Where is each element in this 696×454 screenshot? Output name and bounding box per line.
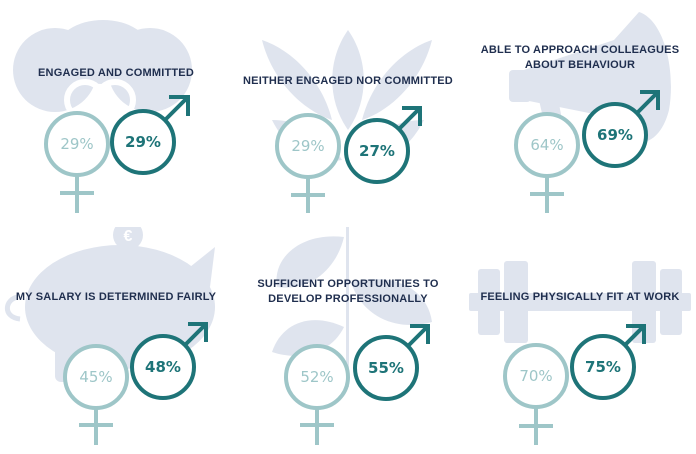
male-symbol-icon [130,322,208,400]
male-symbol-icon [570,324,646,400]
female-percentage: 52% [300,368,334,386]
panel-title: NEITHER ENGAGED NOR COMMITTED [243,75,453,87]
panel-title: FEELING PHYSICALLY FIT AT WORK [480,291,680,303]
panel-title: ENGAGED AND COMMITTED [38,67,194,79]
panel-engaged: ENGAGED AND COMMITTED 29% 29% [0,0,232,227]
panel-approach: ABLE TO APPROACH COLLEAGUES ABOUT BEHAVI… [464,0,696,227]
male-symbol-icon [582,90,660,168]
panel-neither: NEITHER ENGAGED NOR COMMITTED 29% 27% [232,0,464,227]
female-percentage: 29% [60,135,94,153]
male-symbol-icon [344,106,422,184]
panel-title: MY SALARY IS DETERMINED FAIRLY [15,291,217,303]
female-symbol-icon [275,113,341,213]
panel-title: ABLE TO APPROACH COLLEAGUES ABOUT BEHAVI… [480,44,680,71]
male-percentage: 75% [585,358,621,376]
male-symbol-icon [110,95,190,175]
female-symbol-icon [503,343,569,445]
female-symbol-icon [63,344,129,445]
female-percentage: 29% [291,137,325,155]
panel-salary: € MY SALARY IS DETERMINED FAIRLY 45% 48% [0,227,232,454]
female-percentage: 70% [519,367,553,385]
male-percentage: 27% [359,142,395,160]
panel-develop: SUFFICIENT OPPORTUNITIES TO DEVELOP PROF… [232,227,464,454]
female-percentage: 45% [79,368,113,386]
female-symbol-icon [284,344,350,445]
dumbbell-icon [469,261,691,343]
euro-glyph: € [124,228,133,245]
male-percentage: 69% [597,126,633,144]
rings-icon [13,20,192,121]
female-symbol-icon [514,112,580,213]
male-percentage: 48% [145,358,181,376]
male-percentage: 29% [125,133,161,151]
male-percentage: 55% [368,359,404,377]
panel-title: SUFFICIENT OPPORTUNITIES TO DEVELOP PROF… [257,278,439,305]
female-symbol-icon [44,111,110,213]
panel-fit: FEELING PHYSICALLY FIT AT WORK 70% 75% [464,227,696,454]
male-symbol-icon [353,324,430,401]
female-percentage: 64% [530,136,564,154]
